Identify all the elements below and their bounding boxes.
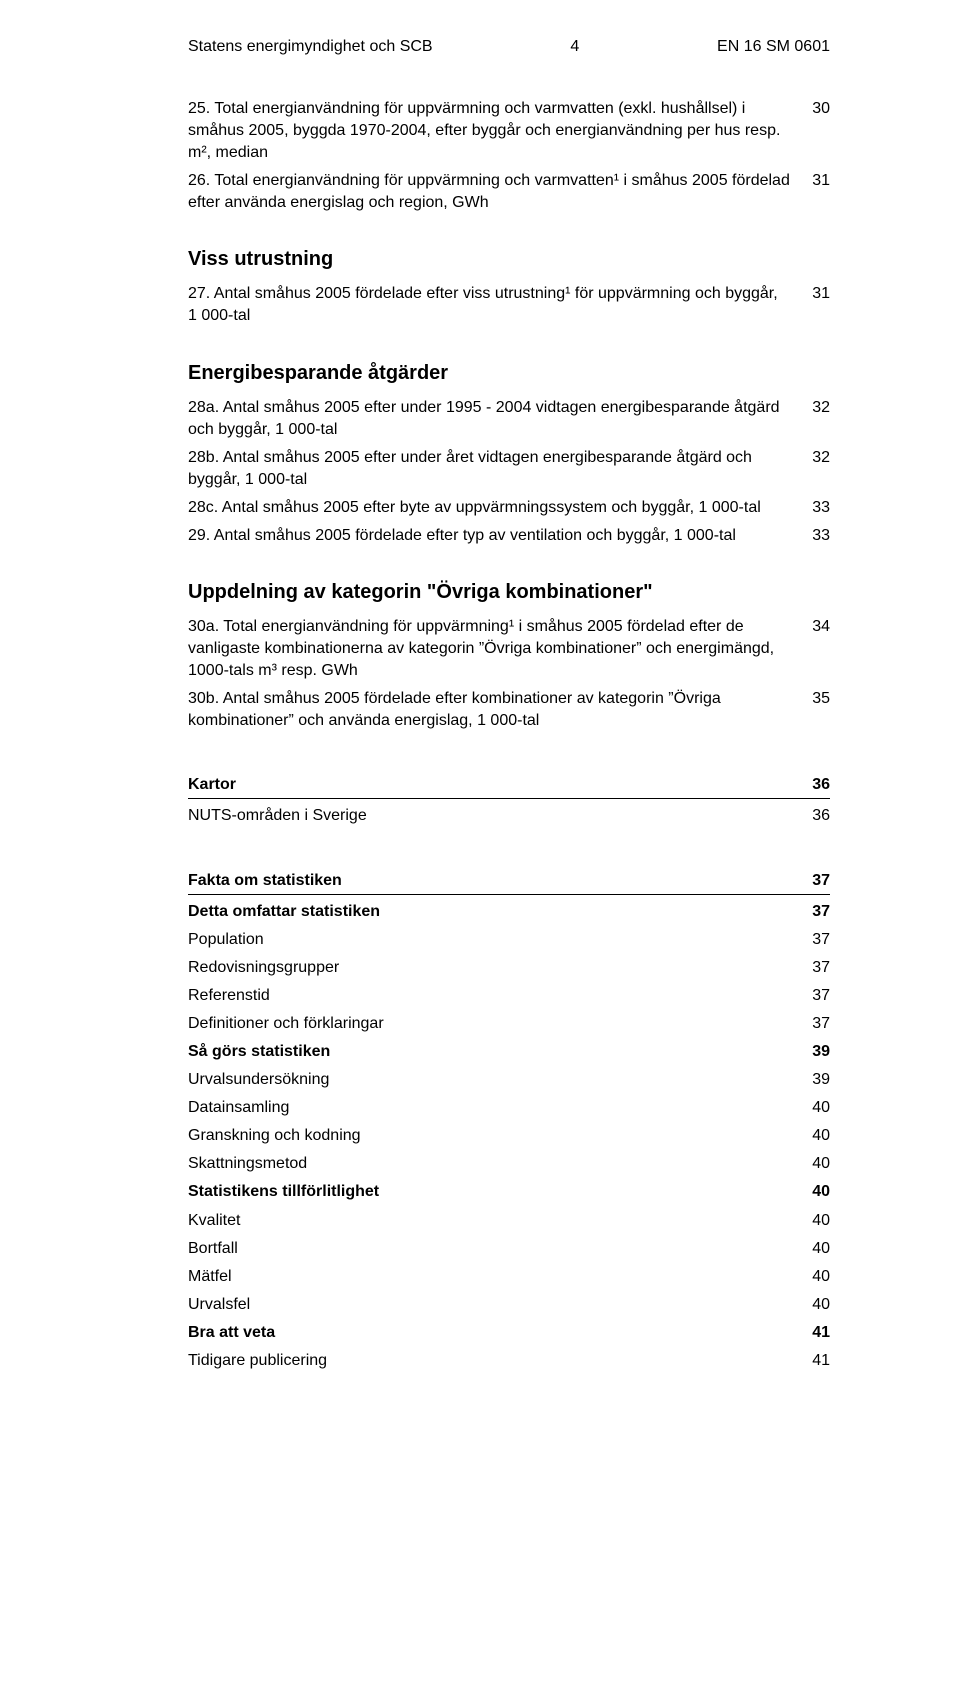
toc-entry: 25. Total energianvändning för uppvärmni… bbox=[188, 98, 830, 164]
toc-entry: 28a. Antal småhus 2005 efter under 1995 … bbox=[188, 397, 830, 441]
toc-entry: Urvalsundersökning 39 bbox=[188, 1069, 830, 1091]
toc-entry-label: 25. Total energianvändning för uppvärmni… bbox=[188, 98, 802, 164]
toc-entry-label: Fakta om statistiken bbox=[188, 870, 802, 892]
toc-entry-page: 40 bbox=[802, 1238, 830, 1260]
toc-group-head-fakta: Fakta om statistiken 37 bbox=[188, 870, 830, 895]
toc-entry-label: Referenstid bbox=[188, 985, 802, 1007]
toc-entry-page: 40 bbox=[802, 1153, 830, 1175]
toc-entry-label: Definitioner och förklaringar bbox=[188, 1013, 802, 1035]
toc-entry-label: Datainsamling bbox=[188, 1097, 802, 1119]
toc-entry: Mätfel 40 bbox=[188, 1266, 830, 1288]
toc-entry-label: 28a. Antal småhus 2005 efter under 1995 … bbox=[188, 397, 802, 441]
toc-entry: Statistikens tillförlitlighet 40 bbox=[188, 1181, 830, 1203]
toc-entry-page: 33 bbox=[802, 525, 830, 547]
toc-entry-label: 29. Antal småhus 2005 fördelade efter ty… bbox=[188, 525, 802, 547]
toc-entry-page: 40 bbox=[802, 1294, 830, 1316]
toc-entry-page: 40 bbox=[802, 1125, 830, 1147]
toc-entry-label: Granskning och kodning bbox=[188, 1125, 802, 1147]
toc-entry: Tidigare publicering 41 bbox=[188, 1350, 830, 1372]
header-left: Statens energimyndighet och SCB bbox=[188, 38, 433, 56]
toc-entry-label: Detta omfattar statistiken bbox=[188, 901, 802, 923]
toc-entry-label: 28c. Antal småhus 2005 efter byte av upp… bbox=[188, 497, 802, 519]
toc-entry-page: 37 bbox=[802, 901, 830, 923]
toc-entry: 28b. Antal småhus 2005 efter under året … bbox=[188, 447, 830, 491]
toc-entry: 26. Total energianvändning för uppvärmni… bbox=[188, 170, 830, 214]
toc-entry-page: 37 bbox=[802, 870, 830, 892]
toc-entry-page: 32 bbox=[802, 447, 830, 469]
toc-entry-label: Population bbox=[188, 929, 802, 951]
toc-entry-page: 31 bbox=[802, 170, 830, 192]
toc-entry-label: 30a. Total energianvändning för uppvärmn… bbox=[188, 616, 802, 682]
toc-entry-page: 40 bbox=[802, 1097, 830, 1119]
toc-entry: 28c. Antal småhus 2005 efter byte av upp… bbox=[188, 497, 830, 519]
toc-entry-page: 41 bbox=[802, 1322, 830, 1344]
toc-entry: 30a. Total energianvändning för uppvärmn… bbox=[188, 616, 830, 682]
toc-entry-label: Bra att veta bbox=[188, 1322, 802, 1344]
toc-entry: Referenstid 37 bbox=[188, 985, 830, 1007]
page-container: Statens energimyndighet och SCB 4 EN 16 … bbox=[0, 0, 960, 1684]
toc-entry: Detta omfattar statistiken 37 bbox=[188, 901, 830, 923]
toc-entry-page: 37 bbox=[802, 929, 830, 951]
toc-entry-label: 28b. Antal småhus 2005 efter under året … bbox=[188, 447, 802, 491]
toc-group-head-kartor: Kartor 36 bbox=[188, 774, 830, 799]
toc-entry: Så görs statistiken 39 bbox=[188, 1041, 830, 1063]
toc-entry: Bortfall 40 bbox=[188, 1238, 830, 1260]
toc-entry-label: Urvalsfel bbox=[188, 1294, 802, 1316]
toc-entry-page: 33 bbox=[802, 497, 830, 519]
toc-entry-label: Bortfall bbox=[188, 1238, 802, 1260]
toc-entry-label: Statistikens tillförlitlighet bbox=[188, 1181, 802, 1203]
toc-entry-label: 30b. Antal småhus 2005 fördelade efter k… bbox=[188, 688, 802, 732]
toc-entry-label: Redovisningsgrupper bbox=[188, 957, 802, 979]
toc-entry: Definitioner och förklaringar 37 bbox=[188, 1013, 830, 1035]
toc-entry-page: 41 bbox=[802, 1350, 830, 1372]
toc-entry-label: NUTS-områden i Sverige bbox=[188, 805, 802, 827]
toc-entry-label: Kartor bbox=[188, 774, 802, 796]
section-title-uppdelning: Uppdelning av kategorin "Övriga kombinat… bbox=[188, 581, 830, 604]
toc-entry-page: 37 bbox=[802, 1013, 830, 1035]
toc-entry-label: Tidigare publicering bbox=[188, 1350, 802, 1372]
toc-entry: Population 37 bbox=[188, 929, 830, 951]
toc-entry: 30b. Antal småhus 2005 fördelade efter k… bbox=[188, 688, 830, 732]
toc-entry-page: 35 bbox=[802, 688, 830, 710]
toc-entry-page: 40 bbox=[802, 1210, 830, 1232]
spacer bbox=[188, 834, 830, 864]
toc-entry: Bra att veta 41 bbox=[188, 1322, 830, 1344]
toc-entry-label: 26. Total energianvändning för uppvärmni… bbox=[188, 170, 802, 214]
toc-entry-page: 34 bbox=[802, 616, 830, 638]
toc-entry: Datainsamling 40 bbox=[188, 1097, 830, 1119]
toc-entry-label: Så görs statistiken bbox=[188, 1041, 802, 1063]
toc-entry-label: Urvalsundersökning bbox=[188, 1069, 802, 1091]
toc-entry: 29. Antal småhus 2005 fördelade efter ty… bbox=[188, 525, 830, 547]
toc-entry-page: 39 bbox=[802, 1069, 830, 1091]
toc-entry-label: Mätfel bbox=[188, 1266, 802, 1288]
section-title-viss-utrustning: Viss utrustning bbox=[188, 248, 830, 271]
page-header: Statens energimyndighet och SCB 4 EN 16 … bbox=[188, 38, 830, 56]
toc-entry-page: 37 bbox=[802, 985, 830, 1007]
toc-entry-page: 39 bbox=[802, 1041, 830, 1063]
toc-entry-page: 40 bbox=[802, 1266, 830, 1288]
toc-entry: 27. Antal småhus 2005 fördelade efter vi… bbox=[188, 283, 830, 327]
header-right: EN 16 SM 0601 bbox=[717, 38, 830, 56]
toc-entry-label: Kvalitet bbox=[188, 1210, 802, 1232]
toc-entry-page: 37 bbox=[802, 957, 830, 979]
section-title-energibesparande: Energibesparande åtgärder bbox=[188, 362, 830, 385]
toc-entry: NUTS-områden i Sverige 36 bbox=[188, 805, 830, 827]
toc-entry-label: Skattningsmetod bbox=[188, 1153, 802, 1175]
toc-entry: Urvalsfel 40 bbox=[188, 1294, 830, 1316]
toc-entry: Kvalitet 40 bbox=[188, 1210, 830, 1232]
toc-entry: Skattningsmetod 40 bbox=[188, 1153, 830, 1175]
toc-entry-page: 36 bbox=[802, 774, 830, 796]
toc-entry: Granskning och kodning 40 bbox=[188, 1125, 830, 1147]
header-page-number: 4 bbox=[570, 38, 579, 56]
spacer bbox=[188, 738, 830, 768]
toc-entry-page: 30 bbox=[802, 98, 830, 120]
toc-entry-label: 27. Antal småhus 2005 fördelade efter vi… bbox=[188, 283, 802, 327]
toc-entry: Redovisningsgrupper 37 bbox=[188, 957, 830, 979]
toc-entry-page: 36 bbox=[802, 805, 830, 827]
toc-entry-page: 32 bbox=[802, 397, 830, 419]
toc-entry-page: 40 bbox=[802, 1181, 830, 1203]
toc-entry-page: 31 bbox=[802, 283, 830, 305]
